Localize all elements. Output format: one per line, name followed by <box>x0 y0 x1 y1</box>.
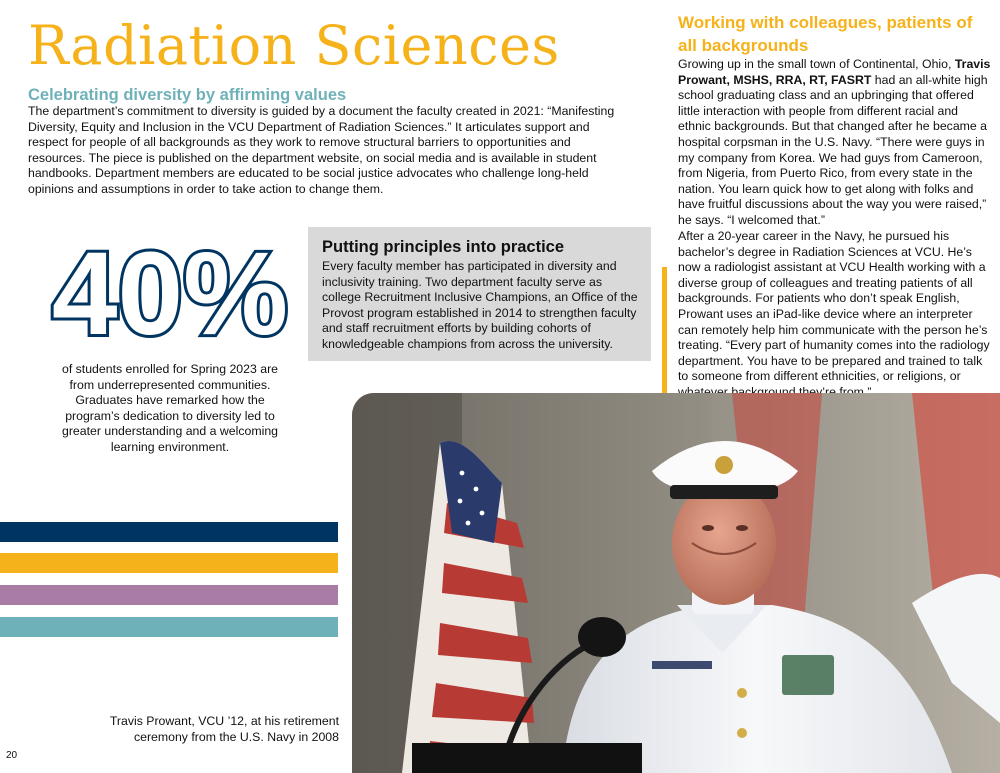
medals <box>782 655 834 695</box>
background-red-flag-right <box>912 393 1000 633</box>
officer-glove <box>912 573 1000 723</box>
person-name: Travis Prowant, MSHS, RRA, RT, FASRT <box>678 57 991 87</box>
principles-panel: Putting principles into practice Every f… <box>308 227 651 361</box>
diversity-paragraph: The department’s commitment to diversity… <box>28 104 615 196</box>
principles-paragraph: Every faculty member has participated in… <box>322 259 638 351</box>
navy-officer-photo <box>352 393 1000 773</box>
principles-heading: Putting principles into practice <box>322 238 565 256</box>
decorative-stripe-navy <box>0 522 338 542</box>
officer-figure <box>562 441 1000 773</box>
page-number: 20 <box>6 750 18 761</box>
page-title: Radiation Sciences <box>28 14 560 77</box>
colleagues-paragraph-1: Growing up in the small town of Continen… <box>678 57 993 229</box>
american-flag <box>402 441 536 773</box>
decorative-stripe-purple <box>0 585 338 605</box>
colleagues-heading: Working with colleagues, patients of all… <box>678 13 973 55</box>
diversity-heading: Celebrating diversity by affirming value… <box>28 86 347 104</box>
stat-value: 40% <box>52 228 288 352</box>
podium <box>412 743 642 773</box>
colleagues-text-story: had an all-white high school graduating … <box>678 72 988 227</box>
colleagues-paragraph-2: After a 20-year career in the Navy, he p… <box>678 229 990 399</box>
stat-caption: of students enrolled for Spring 2023 are… <box>61 362 279 454</box>
officer-face <box>672 481 776 605</box>
photo-caption: Travis Prowant, VCU ’12, at his retireme… <box>109 714 339 744</box>
accent-bar <box>662 267 667 420</box>
colleagues-text-intro: Growing up in the small town of Continen… <box>678 57 955 71</box>
decorative-stripe-teal <box>0 617 338 637</box>
microphone <box>412 617 642 773</box>
stat-40-percent: 40% <box>50 225 290 352</box>
decorative-stripe-gold <box>0 553 338 573</box>
